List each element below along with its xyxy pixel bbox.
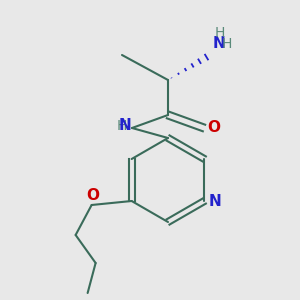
Text: O: O — [86, 188, 99, 203]
Text: H: H — [222, 37, 232, 51]
Text: H: H — [215, 26, 225, 40]
Text: H: H — [117, 119, 127, 133]
Text: N: N — [213, 36, 226, 51]
Text: N: N — [118, 118, 131, 134]
Text: O: O — [207, 121, 220, 136]
Text: N: N — [208, 194, 221, 208]
